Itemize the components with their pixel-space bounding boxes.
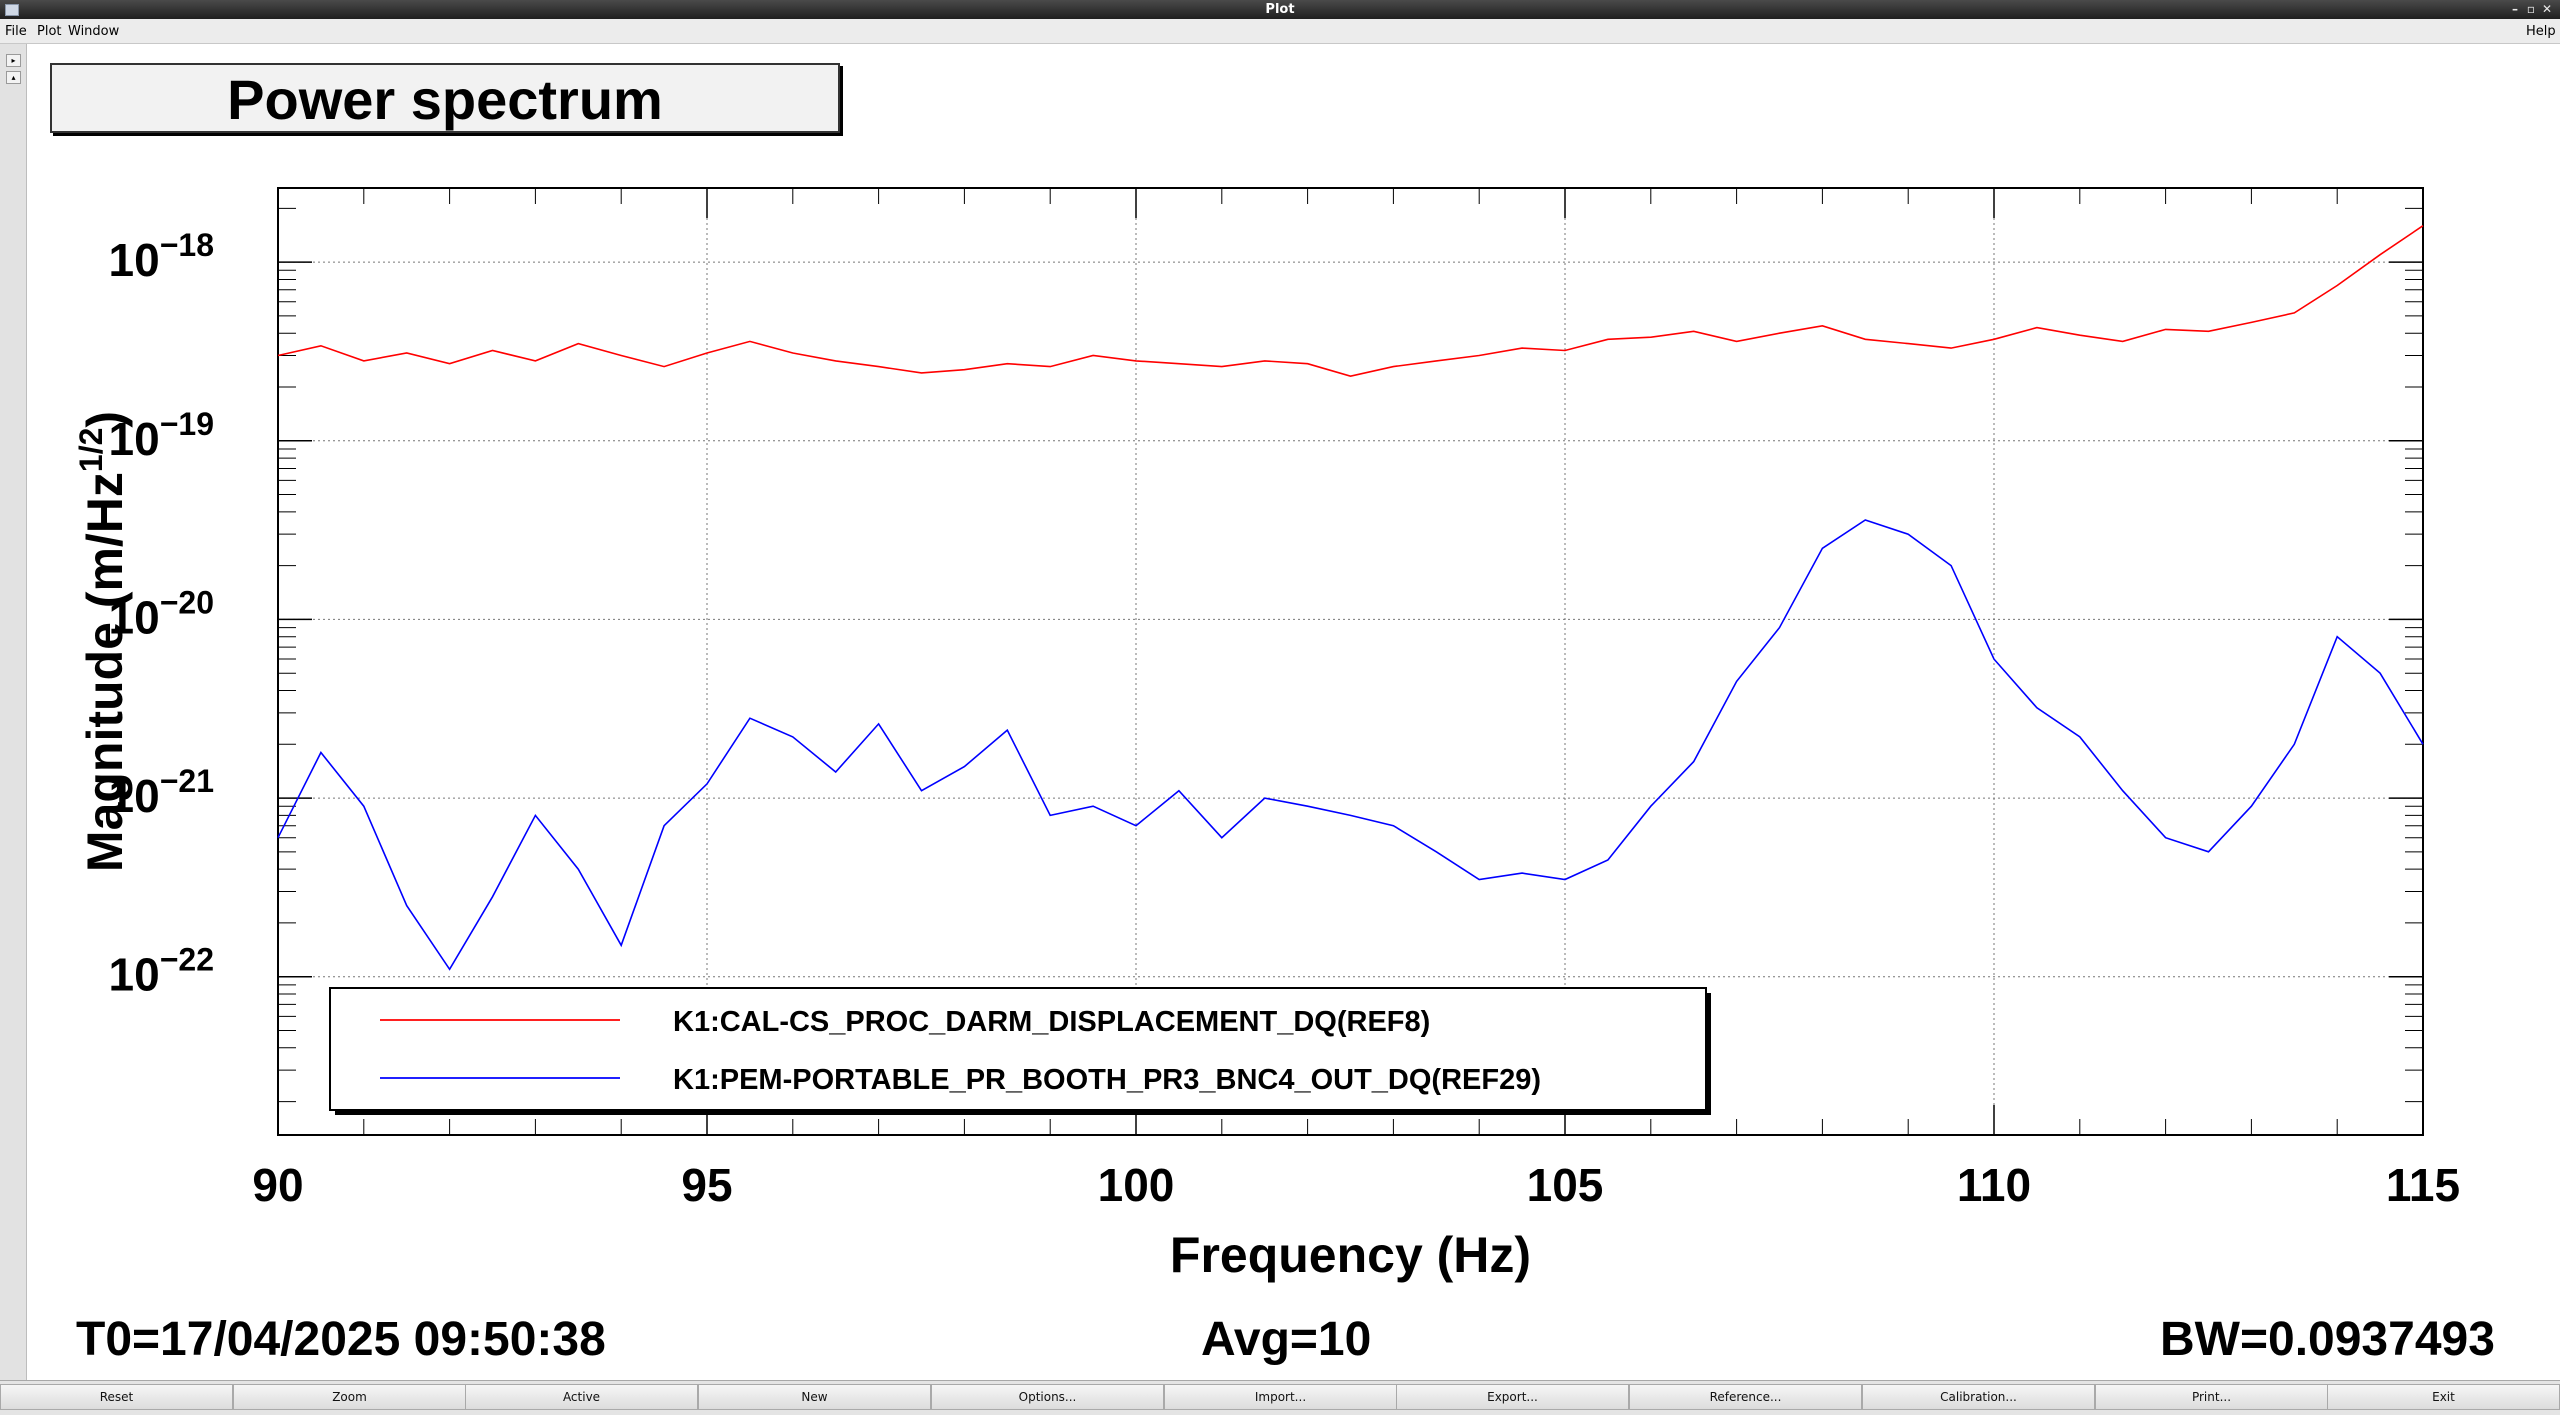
export-button[interactable]: Export... (1396, 1384, 1629, 1410)
t0-label: T0=17/04/2025 09:50:38 (76, 1313, 606, 1366)
x-tick-label: 115 (2386, 1159, 2460, 1211)
plot-title: Power spectrum (227, 68, 663, 131)
menu-window[interactable]: Window (68, 24, 120, 39)
x-axis-label: Frequency (Hz) (1170, 1227, 1531, 1283)
side-panel-strip: ▸ ▴ (0, 44, 27, 1380)
x-tick-label: 95 (681, 1159, 732, 1211)
exit-button[interactable]: Exit (2327, 1384, 2560, 1410)
close-icon[interactable]: ✕ (2541, 2, 2553, 16)
plot-frame (277, 187, 2424, 1136)
window-titlebar: Plot – ▫ ✕ (0, 0, 2560, 19)
x-tick-label: 100 (1098, 1159, 1175, 1211)
y-tick-labels: 10−18 10−19 10−20 10−21 10−22 (109, 227, 214, 1001)
legend-label-1: K1:CAL-CS_PROC_DARM_DISPLACEMENT_DQ(REF8… (673, 1006, 1430, 1038)
y-tick-label: 10−20 (109, 584, 214, 643)
menu-help[interactable]: Help (2526, 24, 2556, 39)
maximize-icon[interactable]: ▫ (2526, 2, 2536, 16)
y-tick-label: 10−22 (109, 942, 214, 1001)
app-icon (5, 4, 19, 16)
series-line-2 (277, 519, 2424, 971)
window-title: Plot (1265, 2, 1295, 17)
x-tick-label: 90 (252, 1159, 303, 1211)
button-bar: Reset Zoom Active New Options... Import... Exp… (0, 1380, 2560, 1415)
y-axis-label: Magnitude (m/Hz1/2) (73, 411, 133, 872)
new-button[interactable]: New (698, 1384, 931, 1410)
menu-file[interactable]: File (5, 24, 27, 39)
y-tick-label: 10−21 (109, 763, 214, 822)
calibration-button[interactable]: Calibration... (1862, 1384, 2095, 1410)
active-button[interactable]: Active (465, 1384, 698, 1410)
spectrum-plot[interactable]: 90 95 100 105 110 115 10−1810−1910−2010−2110−… (0, 0, 2560, 1380)
series-line-1 (277, 225, 2424, 378)
x-tick-label: 110 (1957, 1159, 2031, 1211)
menu-plot[interactable]: Plot (37, 24, 62, 39)
reference-button[interactable]: Reference... (1629, 1384, 1862, 1410)
zoom-button[interactable]: Zoom (233, 1384, 466, 1410)
import-button[interactable]: Import... (1164, 1384, 1397, 1410)
reset-button[interactable]: Reset (0, 1384, 233, 1410)
expand-right-icon[interactable]: ▸ (6, 54, 21, 67)
menubar: File Plot Window Help (0, 19, 2560, 44)
series-layer (277, 225, 2424, 971)
y-tick-label: 10−18 (109, 227, 214, 286)
x-tick-label: 105 (1527, 1159, 1604, 1211)
avg-label: Avg=10 (1201, 1313, 1372, 1366)
minimize-icon[interactable]: – (2512, 2, 2518, 16)
plot-title-box: Power spectrum (50, 63, 840, 133)
bw-label: BW=0.0937493 (2160, 1313, 2495, 1366)
collapse-up-icon[interactable]: ▴ (6, 71, 21, 84)
legend: K1:CAL-CS_PROC_DARM_DISPLACEMENT_DQ(REF8… (329, 987, 1711, 1115)
x-tick-labels: 90 95 100 105 110 115 (252, 1159, 2460, 1211)
y-tick-label: 10−19 (109, 406, 214, 465)
print-button[interactable]: Print... (2095, 1384, 2328, 1410)
plot-canvas[interactable] (27, 44, 2560, 1380)
options-button[interactable]: Options... (931, 1384, 1164, 1410)
legend-box (329, 987, 1707, 1111)
minor-ticks (277, 188, 2424, 1135)
legend-label-2: K1:PEM-PORTABLE_PR_BOOTH_PR3_BNC4_OUT_DQ… (673, 1064, 1541, 1096)
